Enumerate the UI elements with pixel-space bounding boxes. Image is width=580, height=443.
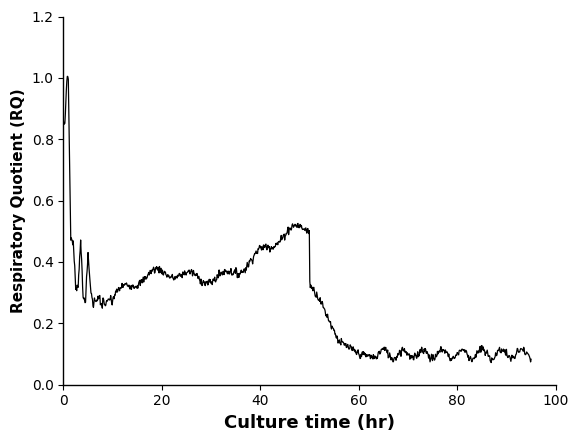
- X-axis label: Culture time (hr): Culture time (hr): [224, 414, 395, 432]
- Y-axis label: Respiratory Quotient (RQ): Respiratory Quotient (RQ): [11, 88, 26, 313]
